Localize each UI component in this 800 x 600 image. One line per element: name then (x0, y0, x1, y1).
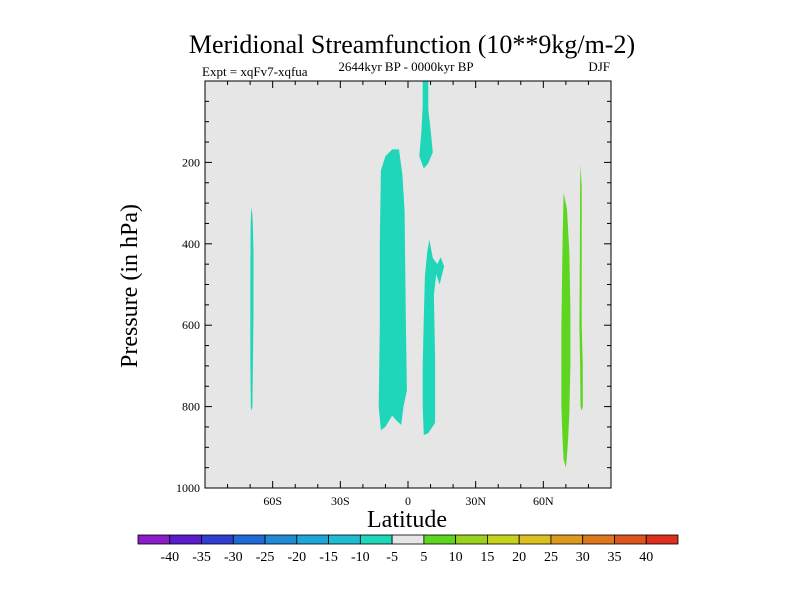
time-range-label: 2644kyr BP - 0000kyr BP (338, 59, 473, 74)
season-label: DJF (588, 59, 610, 74)
colorbar-label: -15 (319, 550, 338, 565)
plot-background (205, 81, 611, 488)
plot-area: 60S 30S 0 30N 60N 200 400 600 800 1000 (176, 80, 612, 508)
colorbar-swatch (423, 534, 457, 545)
contour-region-neg-5-south-high-lat (250, 207, 254, 411)
y-axis-ticks: 200 400 600 800 1000 (176, 80, 611, 495)
colorbar-label: -40 (160, 550, 179, 565)
colorbar: -40 -35 -30 -25 -20 -15 -10 -5 5 10 15 20 25 30 35 40 (137, 534, 679, 565)
colorbar-swatch (232, 534, 266, 545)
contour-region-neg-5-tropics-main (378, 149, 407, 431)
colorbar-label: 30 (576, 550, 590, 565)
colorbar-label: -30 (224, 550, 243, 565)
colorbar-swatch (359, 534, 393, 545)
colorbar-label: -25 (256, 550, 275, 565)
contour-region-pos-5-north-cell (561, 192, 571, 468)
colorbar-label: -5 (386, 550, 398, 565)
colorbar-swatch (391, 534, 425, 545)
colorbar-label: 35 (607, 550, 621, 565)
colorbar-label: -10 (351, 550, 370, 565)
colorbar-swatch (614, 534, 647, 545)
x-axis-label: Latitude (367, 507, 447, 533)
x-tick-label: 60N (533, 494, 554, 508)
y-tick-label: 800 (182, 400, 200, 414)
contour-region-neg-5-eq-upper (419, 81, 433, 169)
colorbar-swatch (264, 534, 298, 545)
colorbar-label: 15 (480, 550, 494, 565)
experiment-label: Expt = xqFv7-xqfua (202, 64, 308, 79)
colorbar-swatch (487, 534, 520, 545)
y-tick-label: 400 (182, 237, 200, 251)
colorbar-label: -35 (192, 550, 211, 565)
colorbar-swatch (582, 534, 615, 545)
chart-title: Meridional Streamfunction (10**9kg/m-2) (189, 30, 635, 59)
colorbar-label: 5 (420, 550, 427, 565)
y-axis-label: Pressure (in hPa) (117, 204, 143, 368)
contour-region-neg-5-eq-lower (422, 239, 445, 436)
colorbar-label: 20 (512, 550, 526, 565)
contour-regions (250, 81, 583, 468)
colorbar-swatch (518, 534, 552, 545)
colorbar-swatch (328, 534, 361, 545)
colorbar-label: 10 (449, 550, 463, 565)
colorbar-swatch (201, 534, 234, 545)
colorbar-swatch (645, 534, 679, 545)
colorbar-label: 25 (544, 550, 558, 565)
y-tick-label: 200 (182, 155, 200, 169)
y-tick-label: 1000 (176, 481, 200, 495)
colorbar-swatch (169, 534, 202, 545)
colorbar-label: -20 (287, 550, 306, 565)
colorbar-swatch (137, 534, 171, 545)
x-tick-label: 60S (263, 494, 282, 508)
x-axis-ticks: 60S 30S 0 30N 60N (204, 81, 612, 508)
colorbar-swatch (550, 534, 584, 545)
contour-region-pos-5-north-thin (579, 164, 583, 411)
x-tick-label: 30N (465, 494, 486, 508)
colorbar-label: 40 (639, 550, 653, 565)
colorbar-swatch (296, 534, 329, 545)
y-tick-label: 600 (182, 318, 200, 332)
x-tick-label: 0 (405, 494, 411, 508)
x-tick-label: 30S (331, 494, 350, 508)
colorbar-swatch (455, 534, 488, 545)
